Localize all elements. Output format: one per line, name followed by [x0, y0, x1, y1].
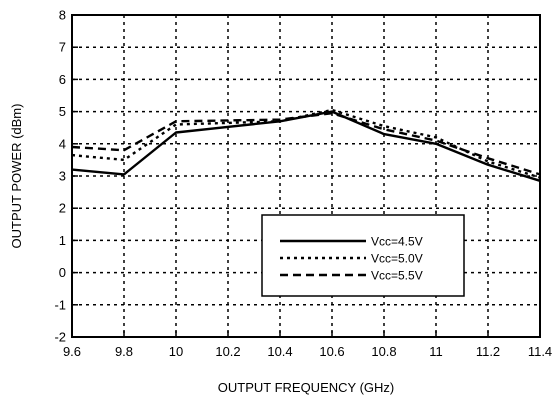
y-tick-label: 1 [59, 233, 66, 248]
x-tick-label: 11.4 [528, 344, 552, 359]
x-tick-label: 10 [169, 344, 183, 359]
y-tick-label: 4 [59, 136, 66, 151]
y-tick-label: 2 [59, 201, 66, 216]
series-line-1 [71, 110, 541, 182]
x-tick-label: 11.2 [476, 344, 500, 359]
x-tick-label: 10.6 [319, 344, 344, 359]
y-tick-label: 8 [59, 8, 66, 23]
legend-box [261, 214, 465, 297]
x-tick-label: 10.8 [371, 344, 396, 359]
legend-label-1: Vcc=4.5V [371, 235, 423, 249]
y-tick-label: 5 [59, 104, 66, 119]
y-tick-label: -1 [54, 297, 66, 312]
legend-label-2: Vcc=5.0V [371, 252, 423, 266]
y-tick-label: -2 [54, 330, 66, 345]
series-line-3 [71, 111, 541, 176]
x-tick-label: 10.2 [215, 344, 240, 359]
series-lines [71, 108, 541, 182]
x-axis-title: OUTPUT FREQUENCY (GHz) [218, 380, 394, 395]
x-tick-label: 11 [429, 344, 443, 359]
y-tick-label: 0 [59, 265, 66, 280]
axis-ticks: 9.6 9.8 10 10.2 10.4 10.6 10.8 11 11.2 11.4876543… [54, 8, 552, 360]
legend-label-3: Vcc=5.5V [371, 269, 423, 283]
x-tick-label: 10.4 [267, 344, 292, 359]
legend: Vcc=4.5V Vcc=5.0V Vcc=5.5V [261, 214, 465, 297]
x-tick-label: 9.6 [63, 344, 81, 359]
y-tick-label: 3 [59, 169, 66, 184]
y-axis-title: OUTPUT POWER (dBm) [9, 104, 24, 249]
y-tick-label: 6 [59, 72, 66, 87]
y-tick-label: 7 [59, 40, 66, 55]
x-tick-label: 9.8 [115, 344, 133, 359]
